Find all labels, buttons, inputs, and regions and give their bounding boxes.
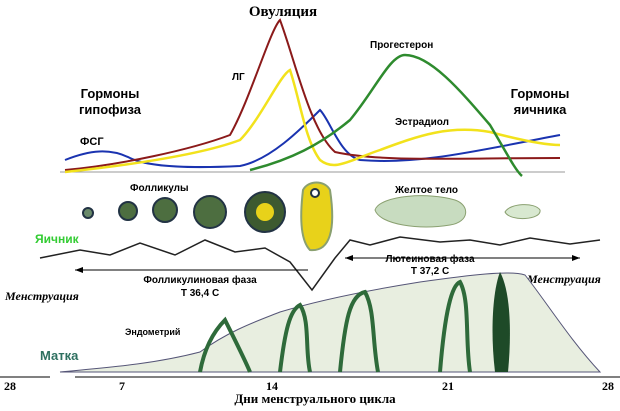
- temperature-line: [39, 236, 601, 292]
- menstruation-left: Менструация: [4, 289, 79, 303]
- follicular-temp-label: Т 36,4 С: [181, 288, 219, 299]
- day-label: 28: [4, 379, 16, 393]
- luteal-temp-label: Т 37,2 С: [411, 266, 449, 277]
- glands: [198, 279, 472, 373]
- lh-label: ЛГ: [232, 72, 245, 83]
- arrow-head: [75, 267, 83, 273]
- gland: [492, 272, 510, 372]
- pituitary-label: Гормоны: [81, 86, 140, 101]
- ovary-hormones-label: Гормоны: [511, 86, 570, 101]
- day-label: 7: [119, 379, 125, 393]
- lh-curve: [64, 18, 561, 171]
- day-label: 14: [266, 379, 278, 393]
- luteal-phase-label: Лютеиновая фаза: [385, 253, 475, 265]
- pituitary-label: гипофиза: [79, 102, 142, 117]
- day-label: 28: [602, 379, 614, 393]
- follicles: [82, 181, 541, 252]
- follicular-phase-label: Фолликулиновая фаза: [143, 274, 257, 286]
- ovary-hormones-label: яичника: [514, 102, 567, 117]
- progesterone-label: Прогестерон: [370, 40, 433, 51]
- ovary-label: Яичник: [35, 232, 80, 246]
- endometrium-label: Эндометрий: [125, 327, 180, 337]
- day-label: 21: [442, 379, 454, 393]
- menstruation-right: Менструация: [526, 272, 601, 286]
- fsh-label: ФСГ: [80, 136, 104, 148]
- follicles-label: Фолликулы: [130, 183, 189, 194]
- progesterone-curve: [249, 53, 523, 177]
- estradiol-label: Эстрадиол: [395, 117, 449, 128]
- corpus-luteum-label: Желтое тело: [394, 185, 458, 196]
- ovulation-label: Овуляция: [249, 4, 317, 20]
- uterus-label: Матка: [40, 348, 79, 363]
- axis-title: Дни менструального цикла: [234, 391, 396, 406]
- endometrium: [59, 272, 602, 373]
- estradiol-curve: [64, 68, 561, 174]
